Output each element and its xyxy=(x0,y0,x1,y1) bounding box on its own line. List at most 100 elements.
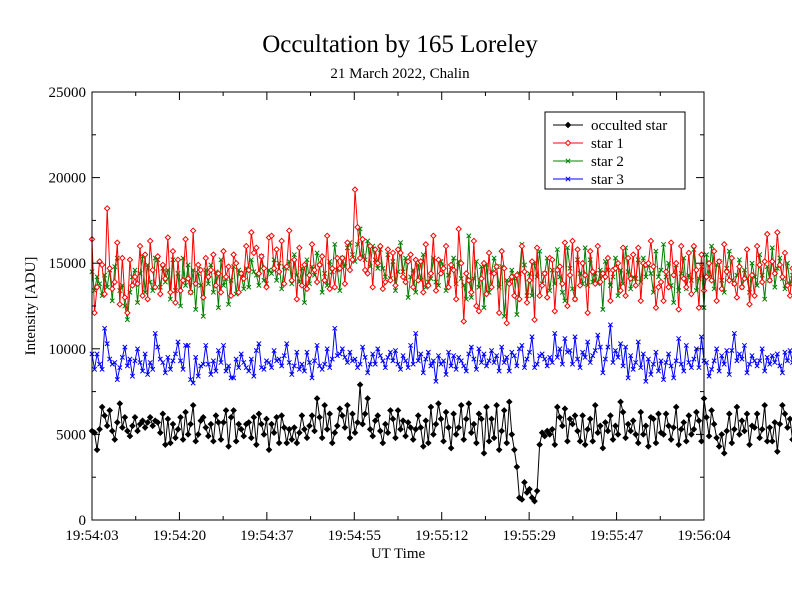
data-point xyxy=(686,359,692,366)
x-tick-label: 19:55:47 xyxy=(590,528,644,544)
data-point xyxy=(147,359,153,366)
data-point xyxy=(445,424,452,431)
data-point xyxy=(757,358,763,364)
data-point xyxy=(468,429,475,436)
data-point xyxy=(619,244,627,252)
data-point xyxy=(141,424,149,431)
data-point xyxy=(242,242,250,250)
data-point xyxy=(215,347,221,354)
data-point xyxy=(521,365,527,371)
data-point xyxy=(672,259,680,267)
data-point xyxy=(529,334,535,340)
data-point xyxy=(746,441,753,448)
data-point xyxy=(435,353,442,359)
data-point xyxy=(349,256,356,264)
data-point xyxy=(505,398,513,406)
data-point xyxy=(193,354,199,360)
data-point xyxy=(357,361,363,367)
data-point xyxy=(359,420,366,428)
data-point xyxy=(109,361,115,367)
data-point xyxy=(99,366,105,372)
x-tick-label: 19:55:29 xyxy=(502,528,555,544)
data-point xyxy=(675,441,683,448)
data-point xyxy=(519,342,525,348)
data-point xyxy=(258,420,265,428)
data-point xyxy=(103,422,111,430)
data-point xyxy=(409,436,417,443)
data-point xyxy=(685,412,693,419)
data-point xyxy=(771,419,779,426)
data-point xyxy=(456,354,462,360)
data-point xyxy=(134,280,141,288)
data-point xyxy=(445,283,452,291)
data-point xyxy=(253,347,259,354)
data-point xyxy=(208,371,214,378)
data-point xyxy=(205,361,211,367)
data-point xyxy=(741,267,748,273)
data-point xyxy=(91,429,98,436)
data-point xyxy=(710,247,718,255)
data-point xyxy=(564,349,570,355)
y-tick-label: 20000 xyxy=(49,171,87,187)
data-point xyxy=(419,443,427,450)
data-point xyxy=(743,246,751,253)
data-point xyxy=(480,449,488,457)
data-point xyxy=(342,354,348,360)
data-point xyxy=(781,410,789,418)
data-point xyxy=(465,400,473,407)
data-point xyxy=(205,432,212,440)
data-point xyxy=(746,361,753,367)
data-point xyxy=(210,289,216,295)
data-point xyxy=(321,277,328,284)
data-point xyxy=(451,255,457,261)
data-point xyxy=(485,437,493,445)
data-point xyxy=(528,258,536,265)
data-point xyxy=(341,424,349,431)
data-point xyxy=(752,358,758,364)
data-point xyxy=(480,259,488,267)
data-point xyxy=(116,400,124,407)
data-point xyxy=(650,415,657,423)
data-point xyxy=(140,368,146,374)
data-point xyxy=(640,351,646,357)
data-point xyxy=(763,437,771,445)
data-point xyxy=(334,353,340,359)
data-point xyxy=(771,270,779,277)
data-point xyxy=(643,378,649,384)
data-point xyxy=(301,261,308,269)
data-point xyxy=(500,407,508,414)
data-point xyxy=(134,300,141,306)
data-point xyxy=(258,253,265,260)
data-point xyxy=(708,407,715,414)
data-point xyxy=(688,290,695,298)
data-point xyxy=(392,288,399,294)
data-point xyxy=(162,275,169,282)
data-point xyxy=(301,300,307,306)
data-point xyxy=(766,277,774,284)
data-point xyxy=(318,253,326,260)
data-point xyxy=(102,325,108,331)
data-point xyxy=(390,258,396,265)
x-axis: 19:54:03 19:54:20 19:54:37 19:54:55 19:55:12… xyxy=(65,92,731,544)
data-point xyxy=(425,439,432,447)
data-point xyxy=(132,358,138,364)
data-point xyxy=(440,437,447,445)
series-layer xyxy=(88,186,792,505)
data-point xyxy=(399,273,407,281)
data-point xyxy=(715,443,723,450)
data-point xyxy=(144,295,151,303)
data-point xyxy=(720,241,728,248)
data-point xyxy=(251,373,257,379)
data-point xyxy=(243,365,249,371)
data-point xyxy=(430,431,437,438)
data-point xyxy=(399,417,407,425)
data-point xyxy=(308,241,316,248)
data-point xyxy=(333,254,341,262)
data-point xyxy=(194,261,202,269)
data-point xyxy=(789,436,792,443)
data-point xyxy=(397,425,404,433)
data-point xyxy=(268,420,275,428)
data-point xyxy=(425,349,431,355)
data-point xyxy=(220,247,227,255)
data-point xyxy=(738,417,746,425)
